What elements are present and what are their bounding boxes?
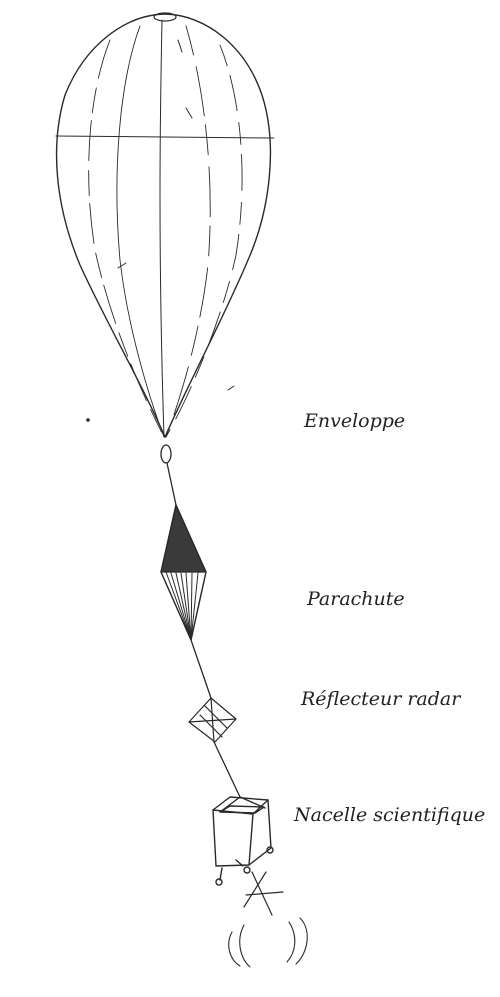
envelope-gore-center bbox=[159, 19, 165, 438]
envelope-neck-ring bbox=[160, 444, 172, 464]
flight-train-line-bottom bbox=[213, 741, 241, 798]
envelope-crease-2 bbox=[185, 107, 193, 119]
envelope-gore-left-2 bbox=[88, 39, 165, 438]
envelope-crease-1 bbox=[177, 39, 183, 53]
envelope-gore-right-1 bbox=[165, 25, 211, 438]
radio-signal-waves bbox=[228, 917, 308, 968]
envelope-speck bbox=[86, 418, 90, 422]
envelope-top-cap bbox=[153, 12, 177, 22]
parachute-label: Parachute bbox=[307, 588, 405, 610]
flight-train-line-middle bbox=[190, 639, 212, 699]
scientific-gondola-shape bbox=[212, 796, 274, 886]
envelope-outline bbox=[55, 13, 272, 438]
envelope-crease-3 bbox=[117, 262, 127, 269]
radar-reflector-label: Réflecteur radar bbox=[301, 688, 461, 710]
radar-reflector-shape bbox=[188, 697, 237, 743]
parachute-canopy bbox=[160, 504, 207, 573]
balloon-envelope bbox=[55, 12, 275, 438]
parachute-shape bbox=[160, 504, 207, 641]
envelope-label: Enveloppe bbox=[304, 410, 406, 432]
envelope-gore-left-1 bbox=[116, 25, 165, 438]
envelope-crease-4 bbox=[227, 385, 235, 391]
envelope-gore-right-2 bbox=[165, 44, 243, 438]
parachute-shroud-lines bbox=[160, 571, 207, 641]
flight-train-line-top bbox=[166, 462, 177, 506]
gondola-label: Nacelle scientifique bbox=[294, 804, 486, 826]
envelope-equator-seam bbox=[55, 135, 275, 139]
gondola-antenna bbox=[243, 871, 284, 916]
